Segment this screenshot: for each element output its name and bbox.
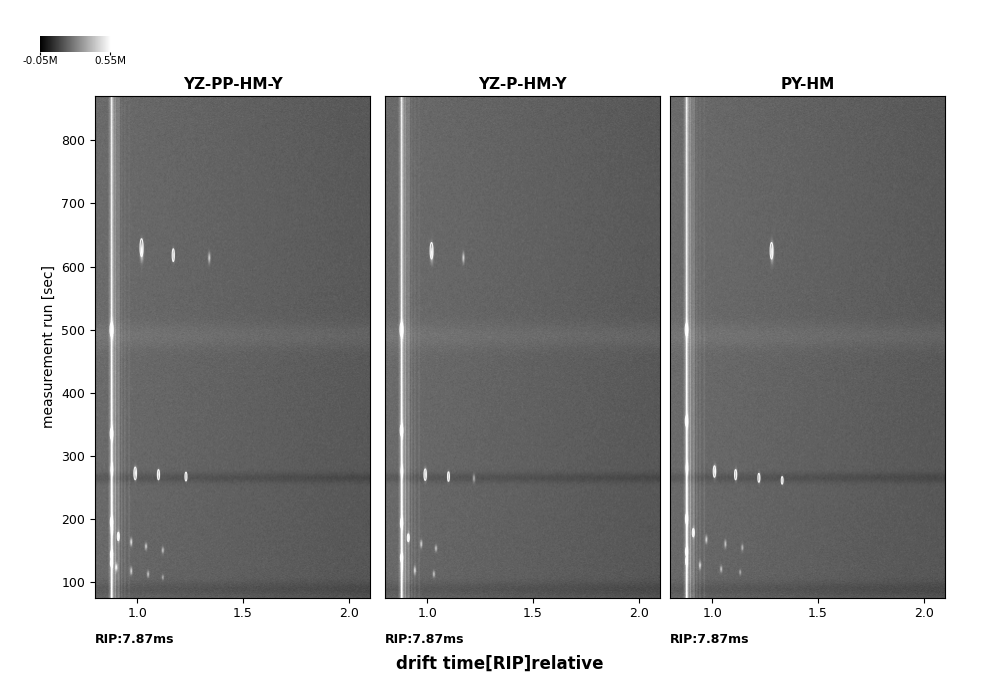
Text: RIP:7.87ms: RIP:7.87ms	[670, 633, 750, 646]
Title: YZ-P-HM-Y: YZ-P-HM-Y	[478, 77, 567, 92]
Text: RIP:7.87ms: RIP:7.87ms	[385, 633, 464, 646]
Text: drift time[RIP]relative: drift time[RIP]relative	[396, 655, 604, 673]
Text: RIP:7.87ms: RIP:7.87ms	[95, 633, 175, 646]
Title: YZ-PP-HM-Y: YZ-PP-HM-Y	[183, 77, 282, 92]
Y-axis label: measurement run [sec]: measurement run [sec]	[42, 265, 56, 429]
Title: PY-HM: PY-HM	[780, 77, 835, 92]
